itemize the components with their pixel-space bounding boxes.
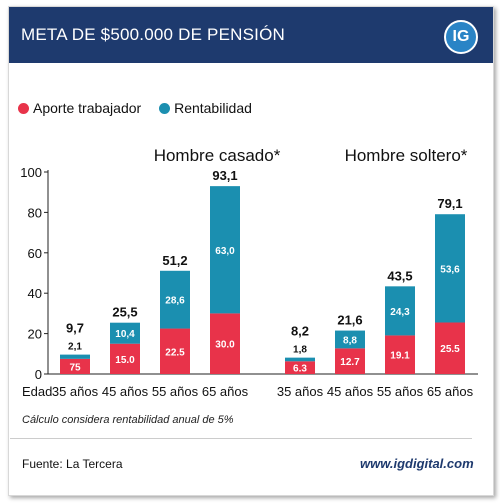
bar-total-label: 51,2 xyxy=(162,253,187,268)
bar-total-label: 43,5 xyxy=(387,268,412,283)
website-link[interactable]: www.igdigital.com xyxy=(360,456,474,471)
footer-divider xyxy=(10,438,472,439)
bar-segment-trabajador xyxy=(160,328,190,374)
data-label-trabajador: 30.0 xyxy=(215,340,235,351)
data-label-trabajador: 22.5 xyxy=(165,347,185,358)
data-label-rentabilidad: 28,6 xyxy=(165,296,185,307)
infographic-card: META DE $500.000 DE PENSIÓN IG xyxy=(8,6,494,496)
legend-label-rentabilidad: Rentabilidad xyxy=(174,100,252,116)
data-label-rentabilidad: 10,4 xyxy=(115,329,135,340)
legend-label-trabajador: Aporte trabajador xyxy=(33,100,142,116)
bar-segment-rentabilidad xyxy=(335,330,365,349)
bar-total-label: 8,2 xyxy=(291,324,309,339)
bar-segment-rentabilidad xyxy=(60,354,90,359)
legend-swatch-trabajador xyxy=(18,103,29,114)
bar-total-label: 21,6 xyxy=(337,313,362,328)
x-tick-label: 35 años xyxy=(277,384,324,399)
bar-total-label: 79,1 xyxy=(437,196,462,211)
data-label-trabajador: 75 xyxy=(69,362,81,373)
y-tick-label: 20 xyxy=(28,327,42,342)
bar-segment-rentabilidad xyxy=(285,357,315,362)
ig-logo: IG xyxy=(444,20,478,54)
x-tick-label: 55 años xyxy=(152,384,199,399)
bar-segment-rentabilidad xyxy=(210,186,240,314)
data-label-trabajador: 6.3 xyxy=(293,364,307,375)
bar-segment-trabajador xyxy=(435,322,465,374)
group-title: Hombre casado* xyxy=(154,146,281,165)
data-label-rentabilidad: 8,8 xyxy=(343,335,357,346)
x-tick-label: 45 años xyxy=(102,384,149,399)
bar-total-label: 25,5 xyxy=(112,305,137,320)
y-tick-label: 40 xyxy=(28,286,42,301)
x-tick-label: 35 años xyxy=(52,384,99,399)
bar-total-label: 93,1 xyxy=(212,168,237,183)
bar-segment-trabajador xyxy=(335,348,365,374)
bar-segment-rentabilidad xyxy=(435,214,465,323)
legend: Aporte trabajador Rentabilidad xyxy=(18,100,266,116)
x-tick-label: 55 años xyxy=(377,384,424,399)
chart-title: META DE $500.000 DE PENSIÓN xyxy=(21,25,285,44)
y-tick-label: 0 xyxy=(35,367,42,382)
bar-segment-trabajador xyxy=(110,343,140,374)
bar-segment-trabajador xyxy=(285,361,315,374)
data-label-rentabilidad: 24,3 xyxy=(390,307,410,318)
source-text: Fuente: La Tercera xyxy=(22,457,123,471)
data-label-trabajador: 15.0 xyxy=(115,355,135,366)
group-title: Hombre soltero* xyxy=(345,146,468,165)
bar-segment-rentabilidad xyxy=(160,270,190,329)
x-tick-label: 65 años xyxy=(202,384,249,399)
data-label-rentabilidad: 53,6 xyxy=(440,264,460,275)
header-bar: META DE $500.000 DE PENSIÓN IG xyxy=(9,7,493,63)
legend-swatch-rentabilidad xyxy=(159,103,171,114)
legend-item-rentabilidad: Rentabilidad xyxy=(159,100,252,116)
legend-item-trabajador: Aporte trabajador xyxy=(18,100,141,116)
bar-segment-trabajador xyxy=(385,335,415,374)
bar-total-label: 9,7 xyxy=(66,321,84,336)
bar-segment-trabajador xyxy=(60,358,90,374)
data-label-trabajador: 25.5 xyxy=(440,344,460,355)
bar-segment-rentabilidad xyxy=(385,286,415,336)
data-label-rentabilidad: 1,8 xyxy=(293,345,307,356)
x-tick-label: 65 años xyxy=(427,384,474,399)
bar-segment-rentabilidad xyxy=(110,322,140,344)
y-tick-label: 60 xyxy=(28,246,42,261)
footnote: Cálculo considera rentabilidad anual de … xyxy=(22,414,234,426)
data-label-rentabilidad: 63,0 xyxy=(215,246,235,257)
y-tick-label: 80 xyxy=(28,205,42,220)
data-label-trabajador: 12.7 xyxy=(340,357,360,368)
y-tick-label: 100 xyxy=(20,165,42,180)
x-tick-label: 45 años xyxy=(327,384,374,399)
data-label-trabajador: 19.1 xyxy=(390,351,410,362)
x-axis-prefix: Edad xyxy=(22,384,52,399)
bar-segment-trabajador xyxy=(210,313,240,374)
data-label-rentabilidad: 2,1 xyxy=(68,342,82,353)
